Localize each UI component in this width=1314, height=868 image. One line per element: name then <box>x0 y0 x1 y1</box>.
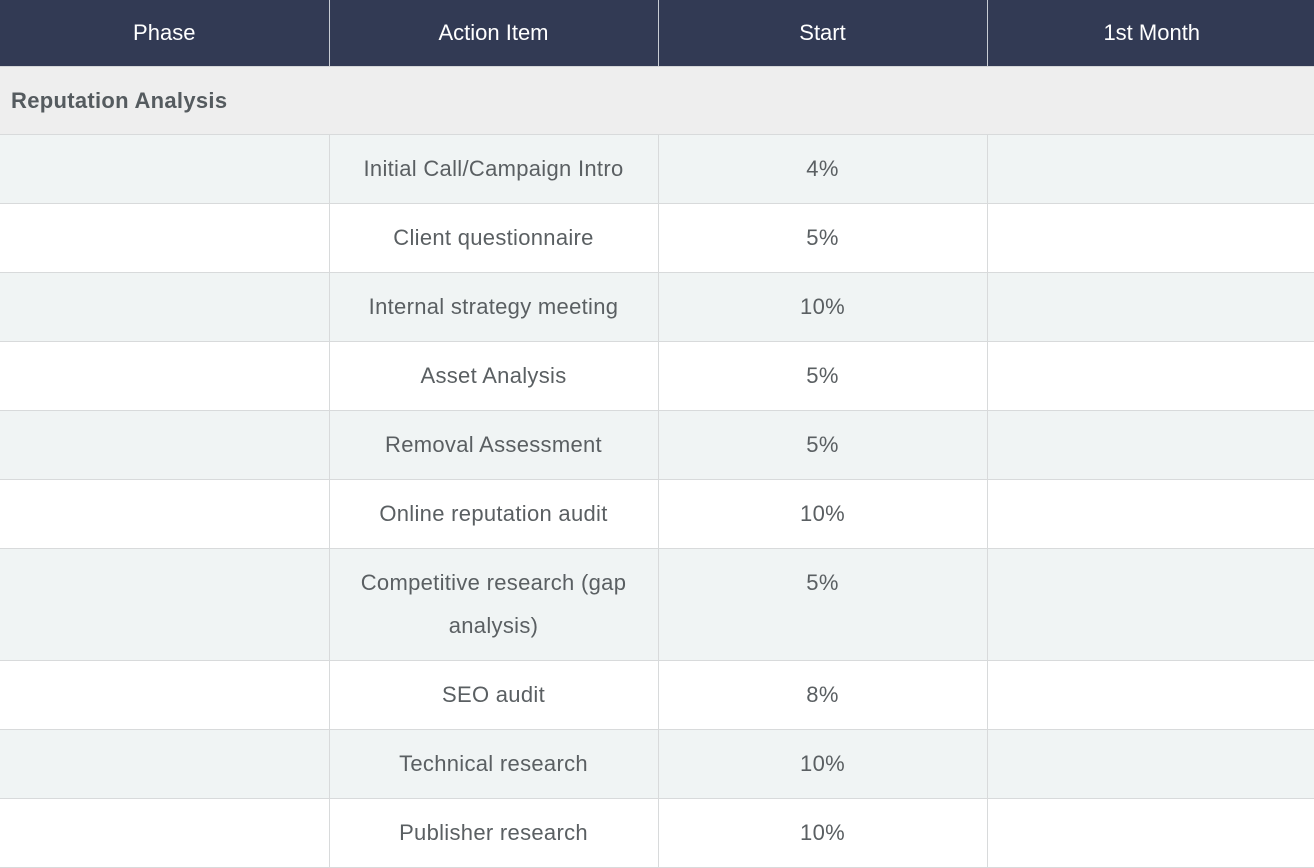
table-row: Competitive research (gap analysis) 5% <box>0 548 1314 661</box>
header-phase: Phase <box>0 0 329 67</box>
phase-cell <box>0 798 329 868</box>
section-row: Reputation Analysis <box>0 66 1314 135</box>
header-action-item: Action Item <box>328 0 658 67</box>
start-cell: 10% <box>657 272 987 342</box>
action-item-cell: Online reputation audit <box>328 479 658 549</box>
1st-month-cell <box>986 134 1314 204</box>
phase-cell <box>0 341 329 411</box>
1st-month-cell <box>986 798 1314 868</box>
1st-month-cell <box>986 203 1314 273</box>
1st-month-cell <box>986 272 1314 342</box>
action-item-cell: Removal Assessment <box>328 410 658 480</box>
1st-month-cell <box>986 410 1314 480</box>
table-row: Client questionnaire 5% <box>0 203 1314 273</box>
table-row: Online reputation audit 10% <box>0 479 1314 549</box>
start-cell: 10% <box>657 729 987 799</box>
1st-month-cell <box>986 479 1314 549</box>
table-row: Internal strategy meeting 10% <box>0 272 1314 342</box>
start-cell: 5% <box>657 341 987 411</box>
action-item-cell: Competitive research (gap analysis) <box>328 548 658 661</box>
phase-cell <box>0 272 329 342</box>
phase-cell <box>0 479 329 549</box>
header-1st-month: 1st Month <box>986 0 1314 67</box>
header-row: Phase Action Item Start 1st Month <box>0 0 1314 67</box>
table-row: Publisher research 10% <box>0 798 1314 868</box>
phase-cell <box>0 729 329 799</box>
action-item-cell: Client questionnaire <box>328 203 658 273</box>
action-item-cell: Initial Call/Campaign Intro <box>328 134 658 204</box>
phase-cell <box>0 660 329 730</box>
start-cell: 5% <box>657 203 987 273</box>
1st-month-cell <box>986 660 1314 730</box>
action-item-cell: Internal strategy meeting <box>328 272 658 342</box>
action-item-cell: SEO audit <box>328 660 658 730</box>
start-cell: 4% <box>657 134 987 204</box>
table-row: Technical research 10% <box>0 729 1314 799</box>
1st-month-cell <box>986 341 1314 411</box>
phase-cell <box>0 134 329 204</box>
action-item-cell: Publisher research <box>328 798 658 868</box>
phase-cell <box>0 410 329 480</box>
1st-month-cell <box>986 548 1314 661</box>
table-row: SEO audit 8% <box>0 660 1314 730</box>
1st-month-cell <box>986 729 1314 799</box>
header-start: Start <box>657 0 987 67</box>
section-title: Reputation Analysis <box>0 66 1314 135</box>
start-cell: 5% <box>657 410 987 480</box>
table-row: Asset Analysis 5% <box>0 341 1314 411</box>
start-cell: 5% <box>657 548 987 661</box>
action-item-cell: Technical research <box>328 729 658 799</box>
action-item-cell: Asset Analysis <box>328 341 658 411</box>
start-cell: 10% <box>657 479 987 549</box>
table-row: Removal Assessment 5% <box>0 410 1314 480</box>
phase-cell <box>0 203 329 273</box>
table-row: Initial Call/Campaign Intro 4% <box>0 134 1314 204</box>
phase-cell <box>0 548 329 661</box>
start-cell: 8% <box>657 660 987 730</box>
start-cell: 10% <box>657 798 987 868</box>
